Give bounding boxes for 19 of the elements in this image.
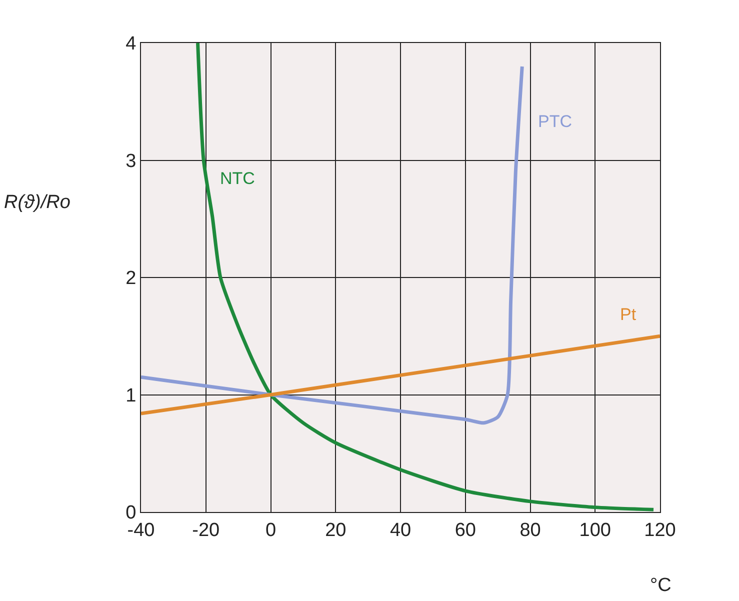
x-tick-label: -20 [192,520,220,541]
x-tick-label: 100 [579,520,611,541]
y-tick-label: 2 [126,268,136,290]
series-label: PTC [538,112,572,131]
x-tick-label: 120 [644,520,676,541]
x-tick-label: 0 [265,520,276,541]
x-axis-title: °C [650,575,672,596]
x-tick-label: 60 [454,520,476,541]
x-tick-label: 80 [520,520,541,541]
x-tick-label: 40 [390,520,412,541]
x-tick-label: 20 [325,520,346,541]
y-tick-label: 3 [126,150,136,172]
series-label: Pt [620,305,636,324]
series-label: NTC [220,169,255,188]
line-series [196,43,656,512]
line-series [141,64,524,425]
y-tick-label: 4 [126,34,137,55]
y-tick-label: 1 [126,385,136,406]
y-axis-title: R(ϑ)/Ro [4,192,70,213]
